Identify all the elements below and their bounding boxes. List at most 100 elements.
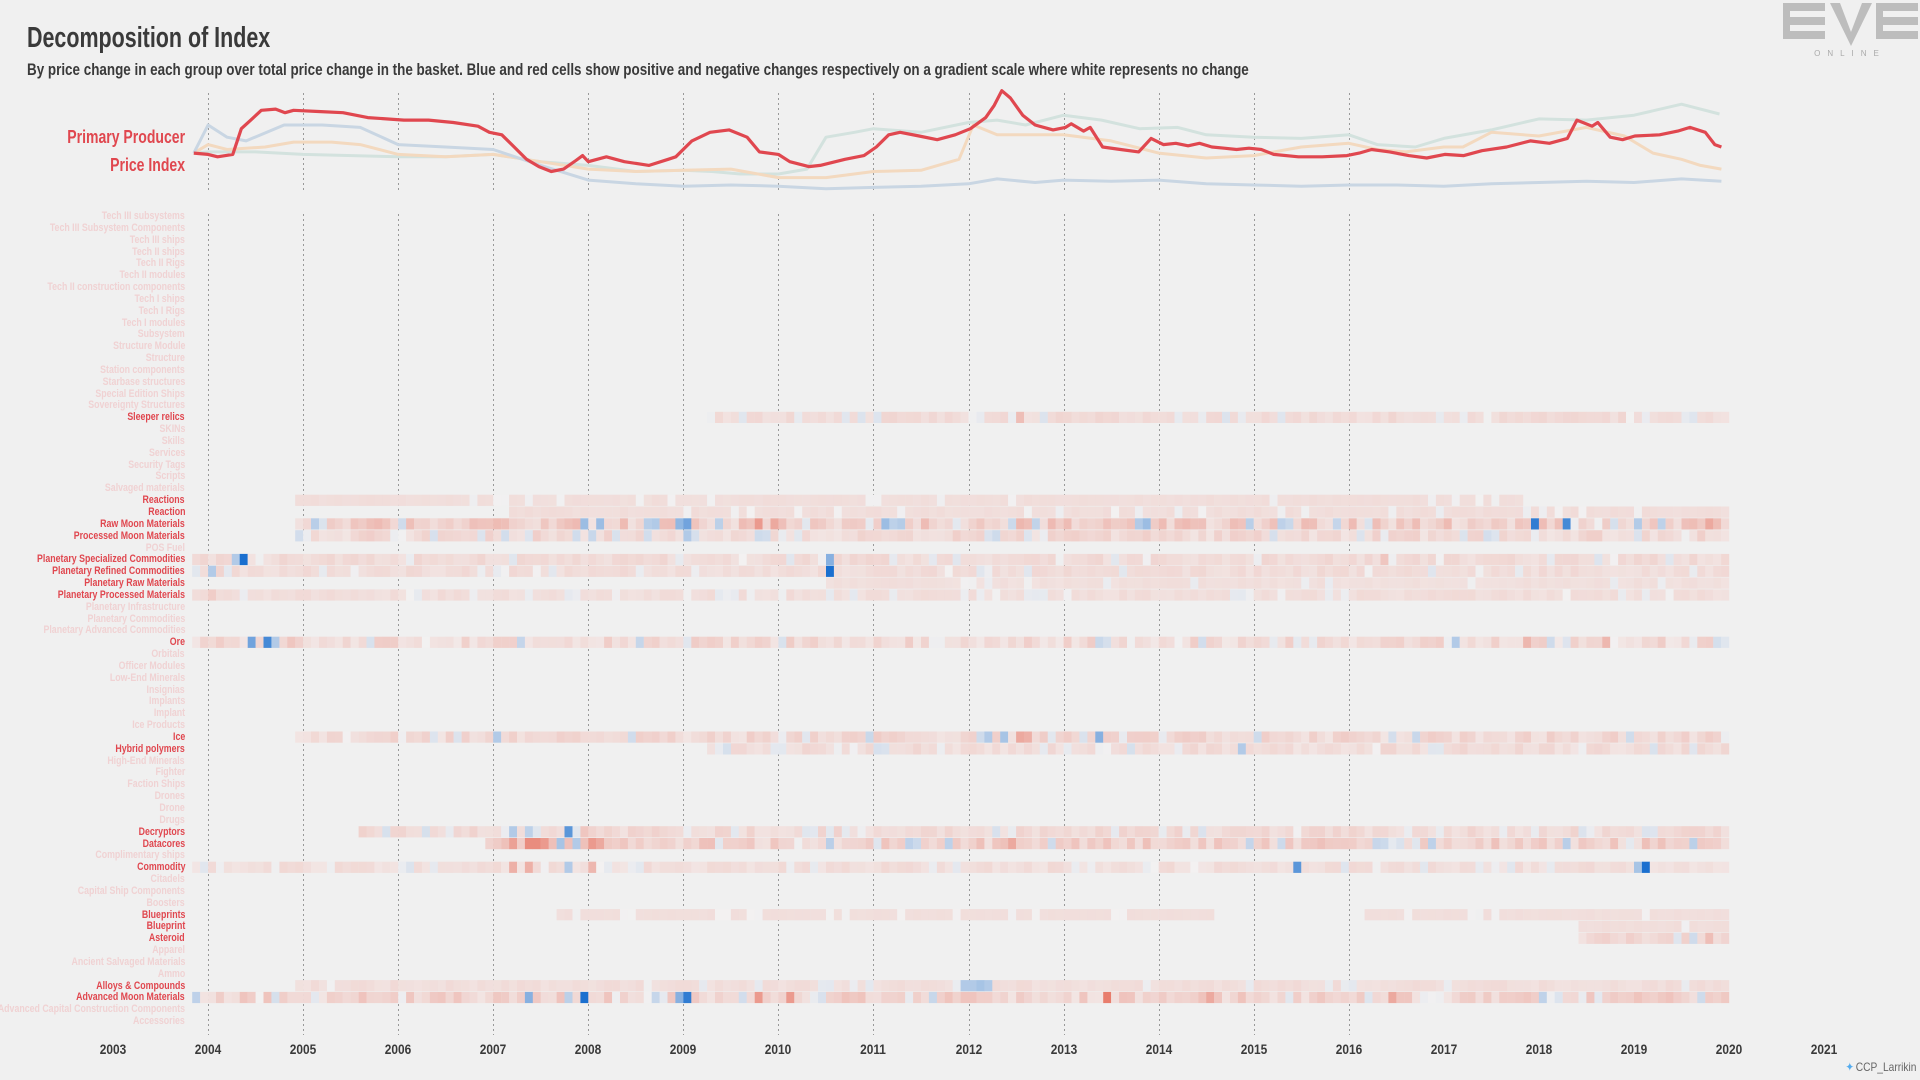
heatmap-cell: [1269, 980, 1278, 992]
heatmap-cell: [572, 861, 581, 873]
heatmap-cell: [849, 861, 858, 873]
heatmap-cell: [1618, 861, 1627, 873]
heatmap-cell: [1134, 909, 1143, 921]
heatmap-cell: [1380, 589, 1389, 601]
heatmap-cell: [770, 494, 779, 506]
heatmap-cell: [421, 589, 430, 601]
heatmap-cell: [1031, 636, 1040, 648]
heatmap-cell: [778, 518, 787, 530]
heatmap-cell: [833, 636, 842, 648]
heatmap-cell: [1000, 838, 1009, 850]
heatmap-cell: [802, 518, 811, 530]
heatmap-cell: [279, 991, 288, 1004]
heatmap-cell: [1404, 838, 1413, 850]
heatmap-cell: [1309, 518, 1318, 530]
heatmap-cell: [778, 731, 787, 743]
heatmap-cell: [517, 731, 526, 743]
heatmap-cell: [1673, 826, 1682, 838]
heatmap-cell: [921, 743, 930, 755]
heatmap-cell: [865, 411, 874, 423]
heatmap-cell: [810, 731, 819, 743]
heatmap-cell: [1182, 577, 1191, 589]
heatmap-cell: [1380, 565, 1389, 577]
heatmap-cell: [1467, 636, 1476, 648]
heatmap-cell: [556, 494, 565, 506]
heatmap-cell: [612, 553, 621, 566]
heatmap-cell: [398, 826, 407, 838]
heatmap-cell: [659, 636, 668, 648]
heatmap-cell: [1713, 411, 1722, 423]
heatmap-cell: [960, 494, 969, 506]
heatmap-cell: [699, 530, 708, 542]
heatmap-cell: [659, 838, 668, 850]
heatmap-cell: [960, 838, 969, 850]
heatmap-cell: [596, 980, 605, 992]
heatmap-cell: [501, 980, 510, 992]
heatmap-cell: [223, 991, 232, 1004]
heatmap-cell: [675, 731, 684, 743]
x-tick-label: 2008: [575, 1041, 602, 1057]
heatmap-cell: [794, 980, 803, 992]
x-tick-label: 2015: [1240, 1041, 1267, 1057]
heatmap-cell: [913, 980, 922, 992]
heatmap-cell: [723, 991, 732, 1004]
heatmap-cell: [865, 838, 874, 850]
heatmap-cell: [1166, 506, 1175, 518]
heatmap-cell: [1562, 909, 1571, 921]
heatmap-cell: [596, 518, 605, 530]
heatmap-cell: [889, 565, 898, 577]
heatmap-cell: [564, 553, 573, 566]
heatmap-cell: [604, 506, 613, 518]
heatmap-cell: [1499, 577, 1508, 589]
heatmap-cell: [1277, 589, 1286, 601]
heatmap-cell: [1127, 909, 1136, 921]
heatmap-cell: [1641, 861, 1650, 873]
heatmap-cell: [208, 589, 217, 601]
heatmap-cell: [1554, 411, 1563, 423]
heatmap-cell: [1420, 577, 1429, 589]
heatmap-cell: [342, 991, 351, 1004]
heatmap-cell: [1000, 518, 1009, 530]
heatmap-cell: [1412, 411, 1421, 423]
heatmap-cell: [699, 980, 708, 992]
heatmap-cell: [326, 980, 335, 992]
heatmap-cell: [1269, 991, 1278, 1004]
heatmap-cell: [1261, 530, 1270, 542]
heatmap-cell: [723, 743, 732, 755]
heatmap-cell: [1689, 909, 1698, 921]
heatmap-cell: [374, 636, 383, 648]
heatmap-cell: [865, 530, 874, 542]
heatmap-cell: [944, 589, 953, 601]
heatmap-cell: [1491, 518, 1500, 530]
heatmap-cell: [881, 518, 890, 530]
heatmap-cell: [1562, 506, 1571, 518]
heatmap-cell: [1253, 861, 1262, 873]
heatmap-cell: [865, 553, 874, 566]
heatmap-cell: [1150, 411, 1159, 423]
heatmap-cell: [1253, 506, 1262, 518]
heatmap-cell: [1428, 589, 1437, 601]
heatmap-cell: [1388, 909, 1397, 921]
heatmap-cell: [437, 589, 446, 601]
heatmap-cell: [762, 991, 771, 1004]
heatmap-cell: [1047, 518, 1056, 530]
heatmap-cell: [802, 589, 811, 601]
heatmap-cell: [366, 589, 375, 601]
heatmap-cell: [659, 826, 668, 838]
row-label: Ore: [169, 636, 185, 649]
heatmap-cell: [905, 553, 914, 566]
heatmap-cell: [1198, 743, 1207, 755]
heatmap-cell: [802, 861, 811, 873]
heatmap-cell: [1293, 565, 1302, 577]
heatmap-cell: [1087, 494, 1096, 506]
heatmap-cell: [1047, 826, 1056, 838]
heatmap-cell: [1301, 589, 1310, 601]
heatmap-cell: [1095, 530, 1104, 542]
heatmap-cell: [548, 553, 557, 566]
author-credit[interactable]: ✦ CCP_Larrikin: [1845, 1060, 1916, 1074]
heatmap-cell: [279, 861, 288, 873]
heatmap-cell: [1055, 909, 1064, 921]
heatmap-cell: [1158, 494, 1167, 506]
heatmap-cell: [1071, 506, 1080, 518]
heatmap-cell: [216, 565, 225, 577]
